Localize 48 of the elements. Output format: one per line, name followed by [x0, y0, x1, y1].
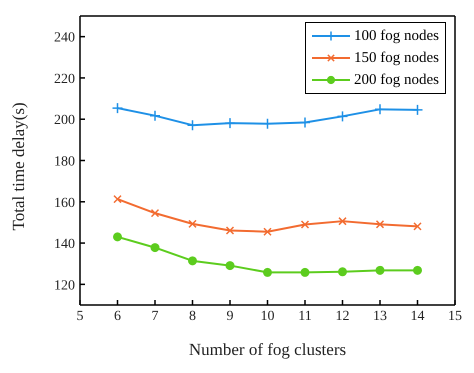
point [263, 268, 272, 277]
point [188, 256, 197, 266]
y-tick-label: 160 [54, 196, 75, 211]
legend-label: 100 fog nodes [354, 28, 439, 44]
x-tick-label: 9 [226, 308, 234, 324]
point [150, 208, 160, 218]
y-tick-label: 220 [54, 72, 75, 87]
point [112, 102, 124, 114]
x-tick-label: 15 [448, 308, 462, 324]
point [376, 220, 384, 229]
point [113, 194, 122, 204]
point [338, 267, 347, 276]
point [300, 220, 310, 229]
point [376, 266, 384, 275]
point [224, 117, 236, 129]
x-tick-label: 7 [152, 308, 158, 324]
x-tick-label: 8 [189, 308, 196, 324]
point [299, 116, 311, 128]
y-tick-label: 240 [54, 30, 75, 46]
x-axis-title: Number of fog clusters [188, 340, 346, 359]
x-tick-label: 11 [298, 308, 312, 324]
point [149, 110, 161, 122]
point [186, 119, 198, 131]
y-tick-label: 120 [54, 278, 75, 294]
point [226, 261, 234, 270]
point [188, 220, 197, 228]
point [336, 110, 348, 122]
legend-label: 150 fog nodes [354, 50, 439, 66]
y-tick-label: 180 [54, 154, 75, 170]
point [300, 268, 310, 277]
point [226, 226, 234, 235]
y-axis-title: Total time delay(s) [9, 102, 28, 230]
x-tick-label: 10 [260, 308, 274, 324]
point [413, 266, 422, 275]
legend-label: 200 fog nodes [354, 72, 439, 88]
x-tick-label: 12 [336, 308, 350, 324]
y-tick-label: 200 [54, 113, 75, 128]
point [150, 243, 160, 252]
point [412, 104, 424, 116]
y-tick-label: 140 [54, 237, 75, 252]
x-tick-label: 13 [373, 308, 387, 324]
point [263, 227, 272, 236]
x-tick-label: 6 [114, 308, 121, 324]
point [338, 216, 347, 226]
point [413, 222, 422, 231]
point [113, 232, 122, 242]
x-tick-label: 14 [410, 308, 424, 324]
x-tick-label: 5 [76, 308, 84, 324]
